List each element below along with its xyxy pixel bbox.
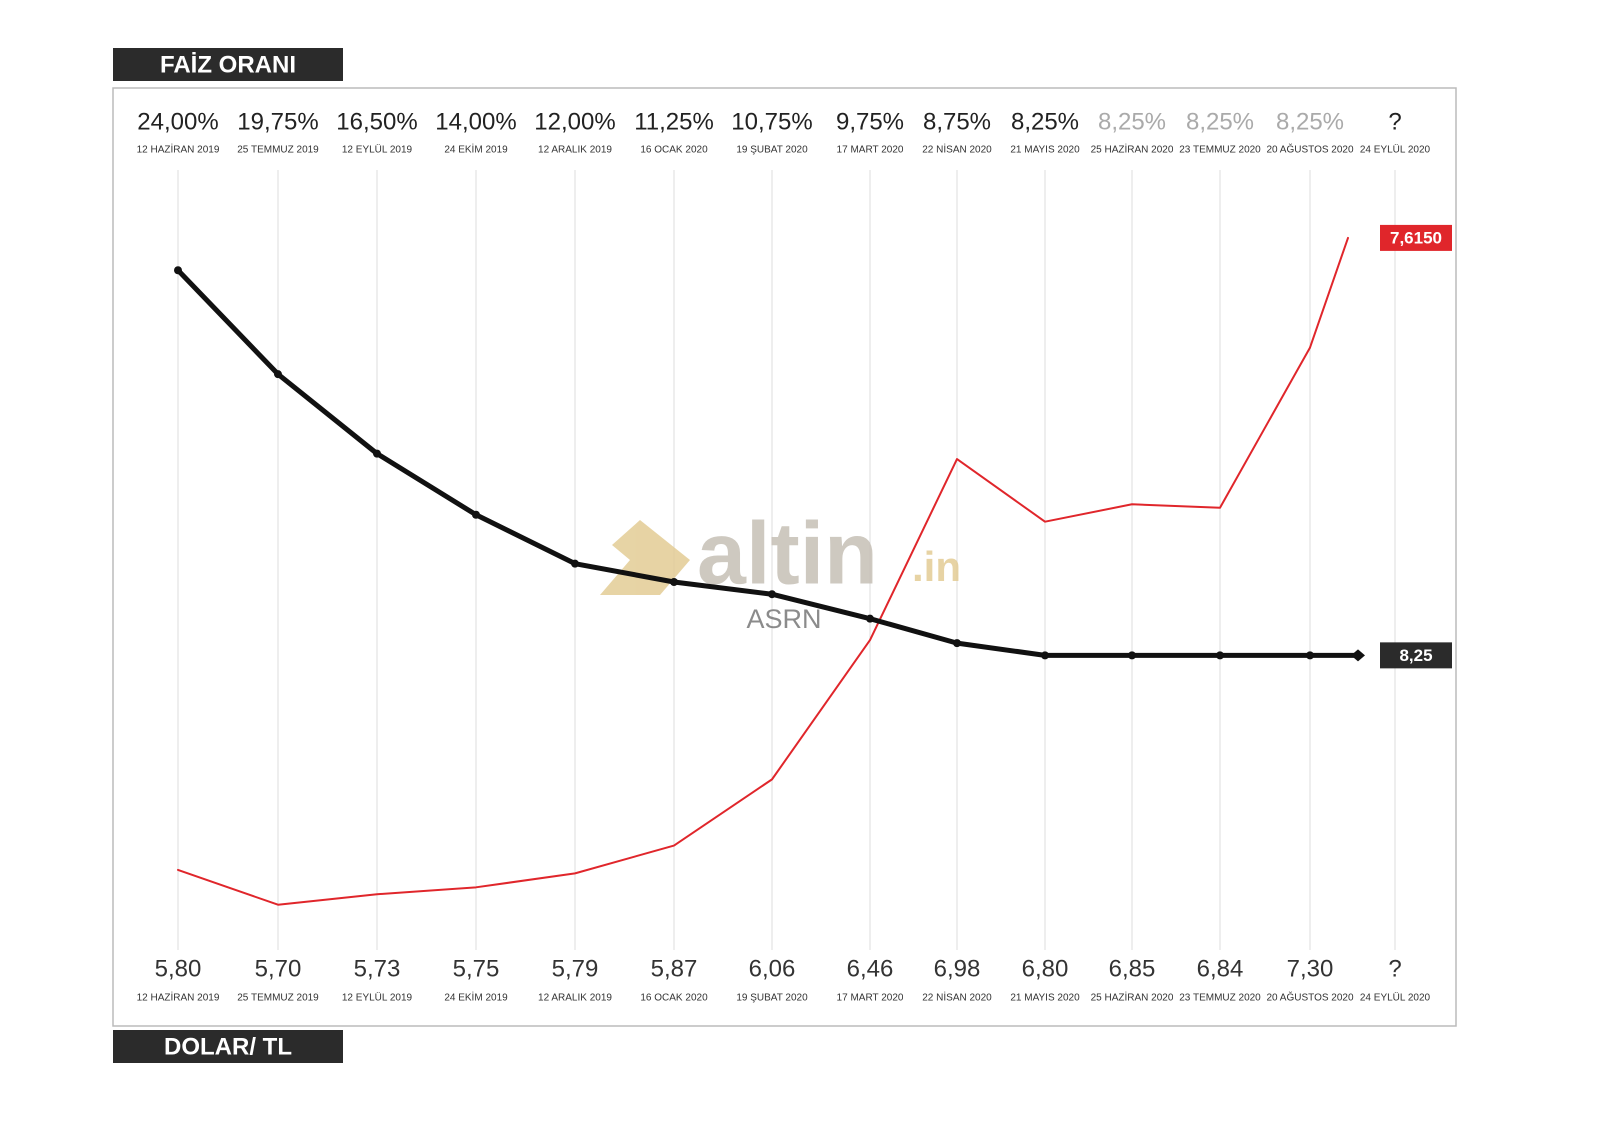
bottom-date-label: 22 NİSAN 2020	[922, 991, 992, 1004]
top-date-label: 22 NİSAN 2020	[922, 143, 992, 156]
bottom-date-label: 17 MART 2020	[837, 993, 904, 1004]
watermark: altin .in ASRN	[600, 503, 961, 634]
watermark-text: altin	[697, 503, 878, 602]
end-label-box	[1380, 642, 1452, 669]
bottom-value-label: ?	[1388, 955, 1401, 982]
top-date-label: 16 OCAK 2020	[640, 145, 708, 156]
bottom-value-label: 6,98	[934, 955, 981, 982]
bottom-date-label: 12 EYLÜL 2019	[342, 992, 413, 1004]
series-line	[177, 346, 1311, 906]
top-date-label: 24 EKİM 2019	[444, 143, 508, 156]
bottom-date-label: 23 TEMMUZ 2020	[1179, 993, 1261, 1004]
point-marker	[274, 370, 282, 379]
bottom-value-label: 5,73	[354, 955, 401, 982]
top-date-label: 19 ŞUBAT 2020	[736, 145, 808, 156]
end-label-box	[1380, 224, 1452, 251]
top-value-label: 12,00%	[534, 108, 615, 135]
bottom-value-label: 7,30	[1287, 955, 1334, 982]
top-date-label: 17 MART 2020	[837, 145, 904, 156]
end-label: 8,25	[1399, 646, 1432, 665]
bottom-value-label: 5,79	[552, 955, 599, 982]
watermark-sub: ASRN	[746, 604, 821, 634]
top-value-label: 10,75%	[731, 108, 812, 135]
top-value-label: 8,75%	[923, 108, 991, 135]
point-marker	[1041, 651, 1049, 660]
top-value-label: 9,75%	[836, 108, 904, 135]
watermark-logo	[600, 520, 690, 595]
point-marker	[1128, 651, 1136, 660]
bottom-value-label: 6,80	[1022, 955, 1069, 982]
bottom-value-label: 5,70	[255, 955, 302, 982]
point-marker	[953, 639, 961, 648]
top-date-label: 24 EYLÜL 2020	[1360, 144, 1431, 156]
top-value-label: ?	[1388, 108, 1401, 135]
top-value-label: 14,00%	[435, 108, 516, 135]
point-marker	[670, 578, 678, 587]
bottom-date-label: 24 EYLÜL 2020	[1360, 992, 1431, 1004]
grid	[177, 170, 1396, 950]
top-value-label: 8,25%	[1011, 108, 1079, 135]
bottom-date-label: 16 OCAK 2020	[640, 993, 708, 1004]
bottom-date-label: 21 MAYIS 2020	[1010, 993, 1080, 1004]
bottom-date-label: 25 TEMMUZ 2019	[237, 993, 319, 1004]
bottom-value-label: 6,84	[1197, 955, 1244, 982]
end-segment	[1309, 236, 1349, 349]
bottom-value-label: 6,46	[847, 955, 894, 982]
top-date-label: 20 AĞUSTOS 2020	[1266, 143, 1354, 156]
point-marker	[472, 510, 480, 519]
top-date-label: 12 HAZİRAN 2019	[137, 143, 220, 156]
bottom-date-label: 19 ŞUBAT 2020	[736, 993, 808, 1004]
series-title: FAİZ ORANI	[160, 51, 296, 78]
top-date-label: 12 EYLÜL 2019	[342, 144, 413, 156]
top-date-label: 25 TEMMUZ 2019	[237, 145, 319, 156]
top-date-label: 21 MAYIS 2020	[1010, 145, 1080, 156]
point-marker	[571, 559, 579, 568]
top-date-label: 23 TEMMUZ 2020	[1179, 145, 1261, 156]
top-value-label: 11,25%	[634, 108, 714, 135]
bottom-date-label: 12 ARALIK 2019	[538, 993, 612, 1004]
lines: 7,6150 8,25	[174, 224, 1452, 906]
top-value-label: 8,25%	[1098, 108, 1166, 135]
series-title: DOLAR/ TL	[164, 1033, 292, 1060]
top-date-label: 12 ARALIK 2019	[538, 145, 612, 156]
top-value-label: 19,75%	[237, 108, 318, 135]
bottom-value-label: 6,06	[749, 955, 796, 982]
point-marker	[373, 449, 381, 458]
bottom-value-label: 5,80	[155, 955, 202, 982]
top-value-label: 24,00%	[137, 108, 218, 135]
top-value-label: 8,25%	[1276, 108, 1344, 135]
end-label: 7,6150	[1390, 228, 1442, 247]
point-marker	[866, 614, 874, 623]
point-marker	[768, 590, 776, 599]
end-marker	[1351, 649, 1365, 662]
point-marker	[174, 266, 182, 275]
top-date-label: 25 HAZİRAN 2020	[1091, 143, 1174, 156]
bottom-date-label: 20 AĞUSTOS 2020	[1266, 991, 1354, 1004]
top-value-label: 16,50%	[336, 108, 417, 135]
bottom-value-label: 6,85	[1109, 955, 1156, 982]
bottom-date-label: 25 HAZİRAN 2020	[1091, 991, 1174, 1004]
frame	[112, 87, 1457, 1027]
bottom-date-label: 12 HAZİRAN 2019	[137, 991, 220, 1004]
title-box	[113, 48, 343, 81]
bottom-date-label: 24 EKİM 2019	[444, 991, 508, 1004]
watermark-suffix: .in	[912, 543, 961, 590]
bottom-value-label: 5,87	[651, 955, 698, 982]
point-marker	[1216, 651, 1224, 660]
top-value-label: 8,25%	[1186, 108, 1254, 135]
bottom-value-label: 5,75	[453, 955, 500, 982]
title-box	[113, 1030, 343, 1063]
